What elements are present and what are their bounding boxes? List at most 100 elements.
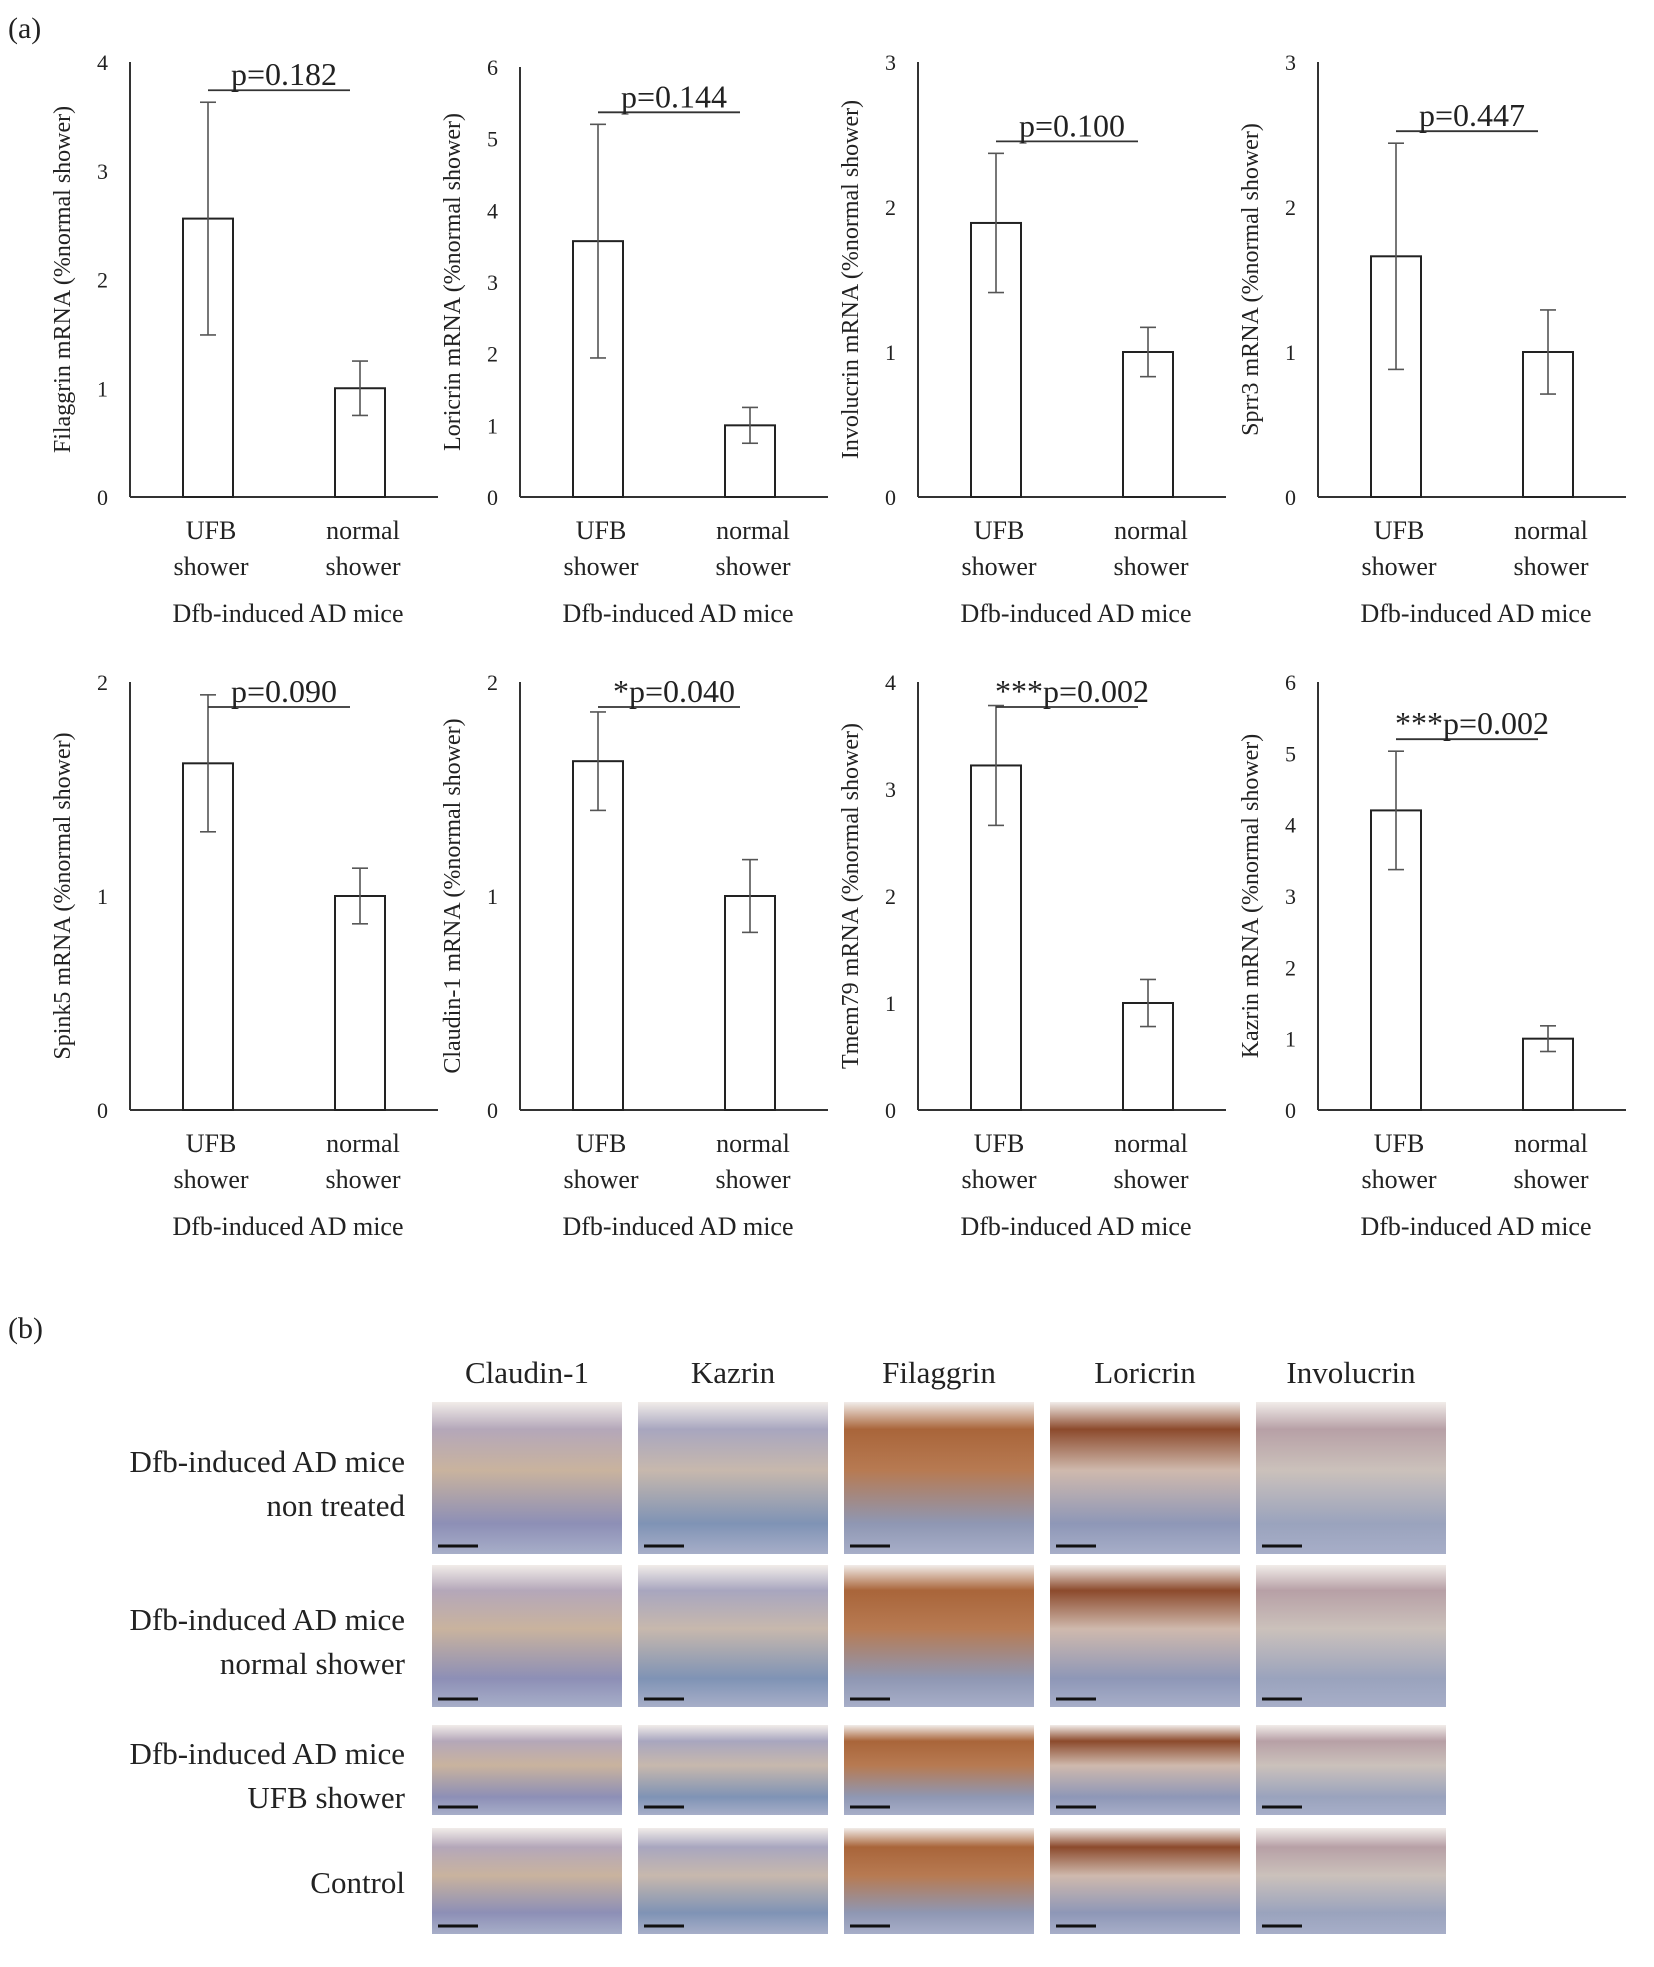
bar — [334, 387, 386, 498]
x-group-label: Dfb-induced AD mice — [562, 599, 793, 628]
x-tick-label: shower — [961, 552, 1036, 581]
y-tick-label: 1 — [487, 413, 498, 438]
histology-image — [432, 1828, 622, 1934]
chart-5: 0 1 2 Spink5 mRNA (%normal shower) UFB shower… — [50, 670, 438, 1241]
stain-column-label: Kazrin — [691, 1355, 776, 1390]
stain-column-label: Loricrin — [1094, 1355, 1196, 1390]
histology-image — [844, 1565, 1034, 1707]
y-tick-label: 0 — [487, 1098, 498, 1123]
histology-image — [1050, 1725, 1240, 1815]
y-tick-label: 0 — [1285, 485, 1296, 510]
x-tick-label: shower — [173, 1165, 248, 1194]
y-tick-label: 3 — [487, 270, 498, 295]
chart-3: 0 1 2 3 Involucrin mRNA (%normal shower) UFB s… — [838, 50, 1226, 628]
x-tick-label: UFB — [576, 516, 627, 545]
y-tick-label: 0 — [97, 1098, 108, 1123]
y-tick-label: 0 — [97, 485, 108, 510]
histology-image — [432, 1725, 622, 1815]
x-tick-label: shower — [325, 1165, 400, 1194]
p-value-label: *p=0.040 — [613, 673, 735, 709]
p-value-label: p=0.144 — [621, 78, 727, 114]
x-tick-label: shower — [173, 552, 248, 581]
x-tick-label: shower — [715, 1165, 790, 1194]
y-tick-label: 5 — [1285, 741, 1296, 766]
histology-image — [1050, 1402, 1240, 1554]
row-label: Dfb-induced AD mice — [130, 1602, 405, 1637]
x-tick-label: UFB — [576, 1129, 627, 1158]
x-tick-label: normal — [1514, 1129, 1588, 1158]
bar — [572, 760, 624, 1111]
y-tick-label: 1 — [885, 991, 896, 1016]
p-value-label: p=0.182 — [231, 56, 337, 92]
x-tick-label: shower — [563, 552, 638, 581]
histology-image — [432, 1565, 622, 1707]
chart-8: 0 1 2 3 4 5 6 Kazrin mRNA (%normal shower) UFB sh… — [1238, 670, 1626, 1241]
y-tick-label: 1 — [885, 340, 896, 365]
y-tick-label: 0 — [487, 485, 498, 510]
row-label: normal shower — [220, 1646, 406, 1681]
y-tick-label: 1 — [1285, 1027, 1296, 1052]
histology-image — [1256, 1725, 1446, 1815]
x-tick-label: UFB — [186, 516, 237, 545]
x-tick-label: normal — [1114, 516, 1188, 545]
y-tick-label: 2 — [885, 884, 896, 909]
x-tick-label: shower — [1113, 552, 1188, 581]
y-axis-label: Tmem79 mRNA (%normal shower) — [838, 723, 864, 1069]
x-tick-label: shower — [325, 552, 400, 581]
histology-image — [844, 1402, 1034, 1554]
y-tick-label: 1 — [1285, 340, 1296, 365]
x-tick-label: shower — [563, 1165, 638, 1194]
histology-image — [1256, 1565, 1446, 1707]
x-tick-label: UFB — [1374, 1129, 1425, 1158]
histology-panel: Claudin-1 Kazrin Filaggrin Loricrin Involucr… — [130, 1355, 1446, 1934]
x-tick-label: normal — [1114, 1129, 1188, 1158]
row-label: UFB shower — [247, 1780, 405, 1815]
p-value-label: p=0.090 — [231, 673, 337, 709]
histology-image — [1050, 1828, 1240, 1934]
y-tick-label: 2 — [97, 268, 108, 293]
x-tick-label: shower — [1513, 552, 1588, 581]
x-tick-label: UFB — [186, 1129, 237, 1158]
y-axis-label: Spink5 mRNA (%normal shower) — [50, 732, 76, 1059]
y-axis-label: Kazrin mRNA (%normal shower) — [1238, 734, 1264, 1059]
y-tick-label: 4 — [1285, 813, 1296, 838]
row-label: Dfb-induced AD mice — [130, 1736, 405, 1771]
row-label: Control — [310, 1865, 405, 1900]
histology-image — [638, 1565, 828, 1707]
x-tick-label: shower — [961, 1165, 1036, 1194]
y-tick-label: 4 — [97, 50, 108, 75]
x-tick-label: UFB — [974, 1129, 1025, 1158]
y-tick-label: 2 — [487, 670, 498, 695]
x-tick-label: normal — [716, 516, 790, 545]
y-tick-label: 2 — [1285, 955, 1296, 980]
y-tick-label: 5 — [487, 127, 498, 152]
chart-7: 0 1 2 3 4 Tmem79 mRNA (%normal shower) UFB show… — [838, 670, 1226, 1241]
chart-1: 0 1 2 3 4 Filaggrin mRNA (%normal shower) UFB s… — [50, 50, 438, 628]
y-tick-label: 3 — [885, 50, 896, 75]
x-group-label: Dfb-induced AD mice — [562, 1212, 793, 1241]
x-group-label: Dfb-induced AD mice — [172, 1212, 403, 1241]
x-tick-label: shower — [1513, 1165, 1588, 1194]
chart-6: 0 1 2 Claudin-1 mRNA (%normal shower) UFB sho… — [440, 670, 828, 1241]
histology-image — [844, 1828, 1034, 1934]
chart-2: 0 1 2 3 4 5 6 Loricrin mRNA (%normal shower) UFB… — [440, 55, 828, 628]
y-tick-label: 2 — [97, 670, 108, 695]
y-tick-label: 1 — [97, 376, 108, 401]
x-group-label: Dfb-induced AD mice — [1360, 599, 1591, 628]
histology-image — [1050, 1565, 1240, 1707]
y-tick-label: 1 — [487, 884, 498, 909]
x-group-label: Dfb-induced AD mice — [960, 1212, 1191, 1241]
stain-column-label: Filaggrin — [882, 1355, 996, 1390]
y-tick-label: 0 — [885, 485, 896, 510]
histology-image — [638, 1828, 828, 1934]
x-tick-label: UFB — [1374, 516, 1425, 545]
y-tick-label: 0 — [885, 1098, 896, 1123]
y-tick-label: 2 — [885, 195, 896, 220]
histology-image — [1256, 1828, 1446, 1934]
y-tick-label: 6 — [1285, 670, 1296, 695]
histology-image — [1256, 1402, 1446, 1554]
y-tick-label: 3 — [1285, 50, 1296, 75]
panel-a-label: (a) — [8, 12, 41, 45]
y-axis-label: Involucrin mRNA (%normal shower) — [838, 100, 864, 459]
y-tick-label: 2 — [1285, 195, 1296, 220]
